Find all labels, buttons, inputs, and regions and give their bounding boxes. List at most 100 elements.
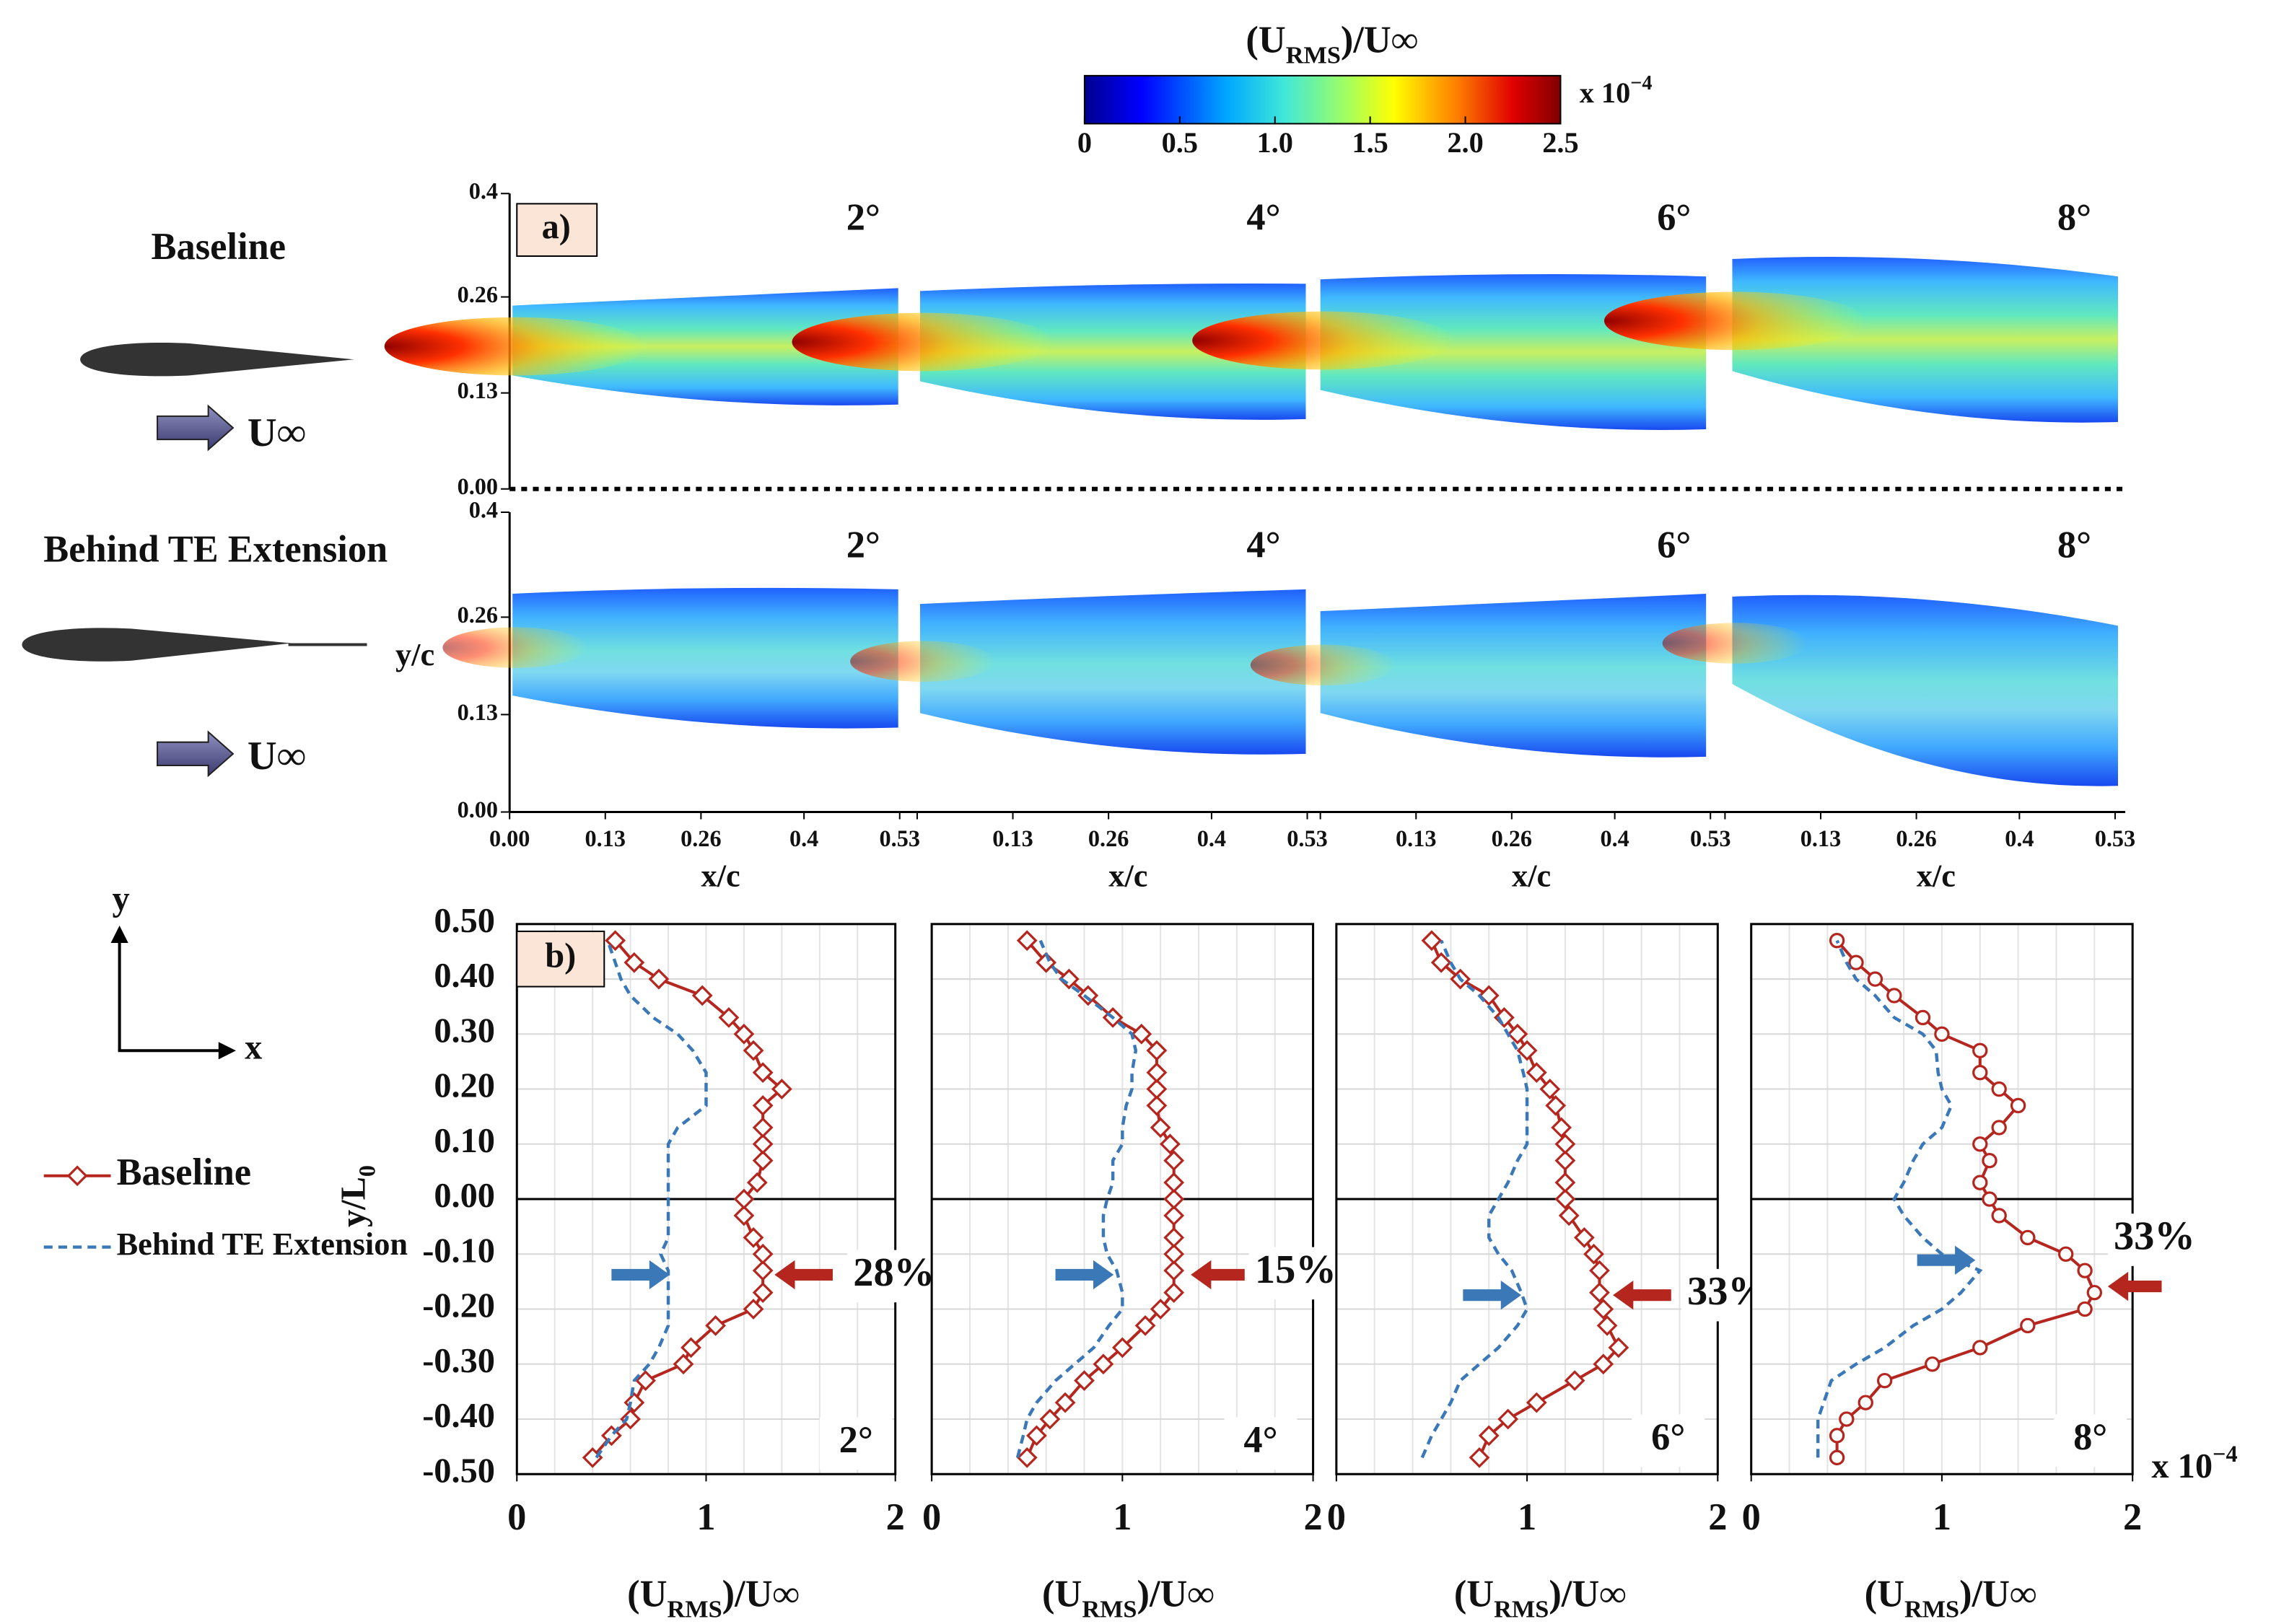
x-tick-label: 0.13 [1800,825,1841,851]
marker [1163,1188,1185,1210]
x-tick-label: 0.26 [1088,825,1129,851]
label-part: x 10 [1580,76,1631,109]
marker [752,1243,774,1265]
marker [1991,1120,2007,1136]
marker [1163,1243,1185,1265]
marker [733,1205,755,1226]
marker [1972,1043,1988,1058]
wake-core [1192,311,1455,370]
legend-label: Behind TE Extension [117,1226,408,1262]
marker [1150,1299,1171,1320]
marker [1558,1205,1580,1226]
angle-box [819,1417,893,1470]
pointer-arrow [1463,1280,1522,1310]
icon-label: y [113,880,130,918]
marker [1093,1353,1114,1375]
wake-core [850,641,996,682]
angle-label: 6° [1651,1416,1685,1458]
marker [1554,1188,1576,1210]
wake-field [919,589,1306,755]
marker [1972,1064,1988,1081]
marker [1039,1408,1061,1430]
y-tick-label: 0.26 [458,602,498,628]
annotation: 28% [853,1250,935,1295]
y-tick-label: 0.13 [458,377,498,403]
marker [2057,1246,2074,1262]
pointer-arrow [1055,1260,1114,1290]
behind-line [1816,939,1983,1458]
composite-label: (URMS)/U∞ [1865,1573,2037,1623]
icon-arrowhead [110,925,128,944]
y-tick-label: 0.30 [434,1011,495,1050]
marker [1016,1447,1038,1468]
x-tick-label: 0 [1742,1496,1761,1538]
marker [1134,1315,1156,1336]
marker [1146,1079,1168,1100]
label-part: RMS [1904,1596,1959,1623]
marker [743,1040,764,1061]
annotation-box [847,1250,941,1303]
marker [1858,1395,1873,1410]
marker [1163,1205,1185,1226]
x-tick-label: 0 [922,1496,941,1538]
marker [752,1260,774,1281]
wake-core [1662,623,1808,664]
marker [1111,1337,1133,1359]
marker [1867,971,1883,987]
label-part: (U [627,1573,667,1615]
marker [1146,1040,1168,1061]
marker [746,1172,768,1193]
marker [752,1117,774,1138]
x-axis-label: x/c [701,857,740,893]
marker [752,1133,774,1155]
marker [1972,1175,1988,1190]
marker [1982,1152,1997,1169]
x-tick-label: 2 [2123,1496,2142,1538]
y-tick-label: -0.40 [422,1397,495,1435]
label-part: x 10 [2151,1447,2213,1485]
composite-label: x 10−4 [2151,1441,2237,1486]
marker [1163,1172,1185,1193]
legend-label: Baseline [117,1151,251,1193]
marker [1026,1425,1047,1447]
angle-label: 2° [839,1419,873,1461]
wake-field [512,587,898,729]
pointer-arrow [2107,1271,2162,1302]
marker [1469,1447,1490,1468]
x-tick-label: 1 [1518,1496,1536,1538]
angle-label: 6° [1657,197,1691,239]
marker [1497,1408,1519,1430]
marker [1131,1023,1152,1045]
colorbar-tick-label: 0.5 [1162,126,1198,159]
x-tick-label: 0.13 [585,825,626,851]
y-tick-label: 0.50 [434,902,495,940]
wake-core [384,317,647,376]
behind-line [1015,939,1138,1458]
marker [1925,1356,1940,1372]
composite-label: (URMS)/U∞ [627,1573,800,1623]
y-tick-label: -0.50 [422,1452,495,1490]
marker [2020,1229,2036,1246]
x-tick-label: 0.26 [1896,825,1936,851]
x-tick-label: 0.26 [1492,825,1532,851]
wake-field [512,288,898,405]
marker [1829,932,1845,949]
angle-label: 4° [1246,197,1280,239]
pointer-arrow [1191,1260,1245,1290]
marker [1036,952,1057,973]
annotation-box [2107,1213,2201,1266]
composite-label: (URMS)/U∞ [1042,1573,1215,1623]
wake-field [1732,257,2118,423]
flow-label: U∞ [248,411,306,455]
marker [1608,1337,1629,1359]
marker [1526,1392,1547,1413]
y-tick-label: 0.00 [434,1177,495,1215]
marker [718,1007,740,1028]
marker [1593,1299,1614,1320]
airfoil-baseline [80,342,354,377]
y-tick-label: 0.10 [434,1122,495,1160]
flow-arrow [157,404,235,452]
x-tick-label: 0.26 [681,825,721,851]
marker [1054,1392,1076,1413]
marker [1589,1260,1610,1281]
